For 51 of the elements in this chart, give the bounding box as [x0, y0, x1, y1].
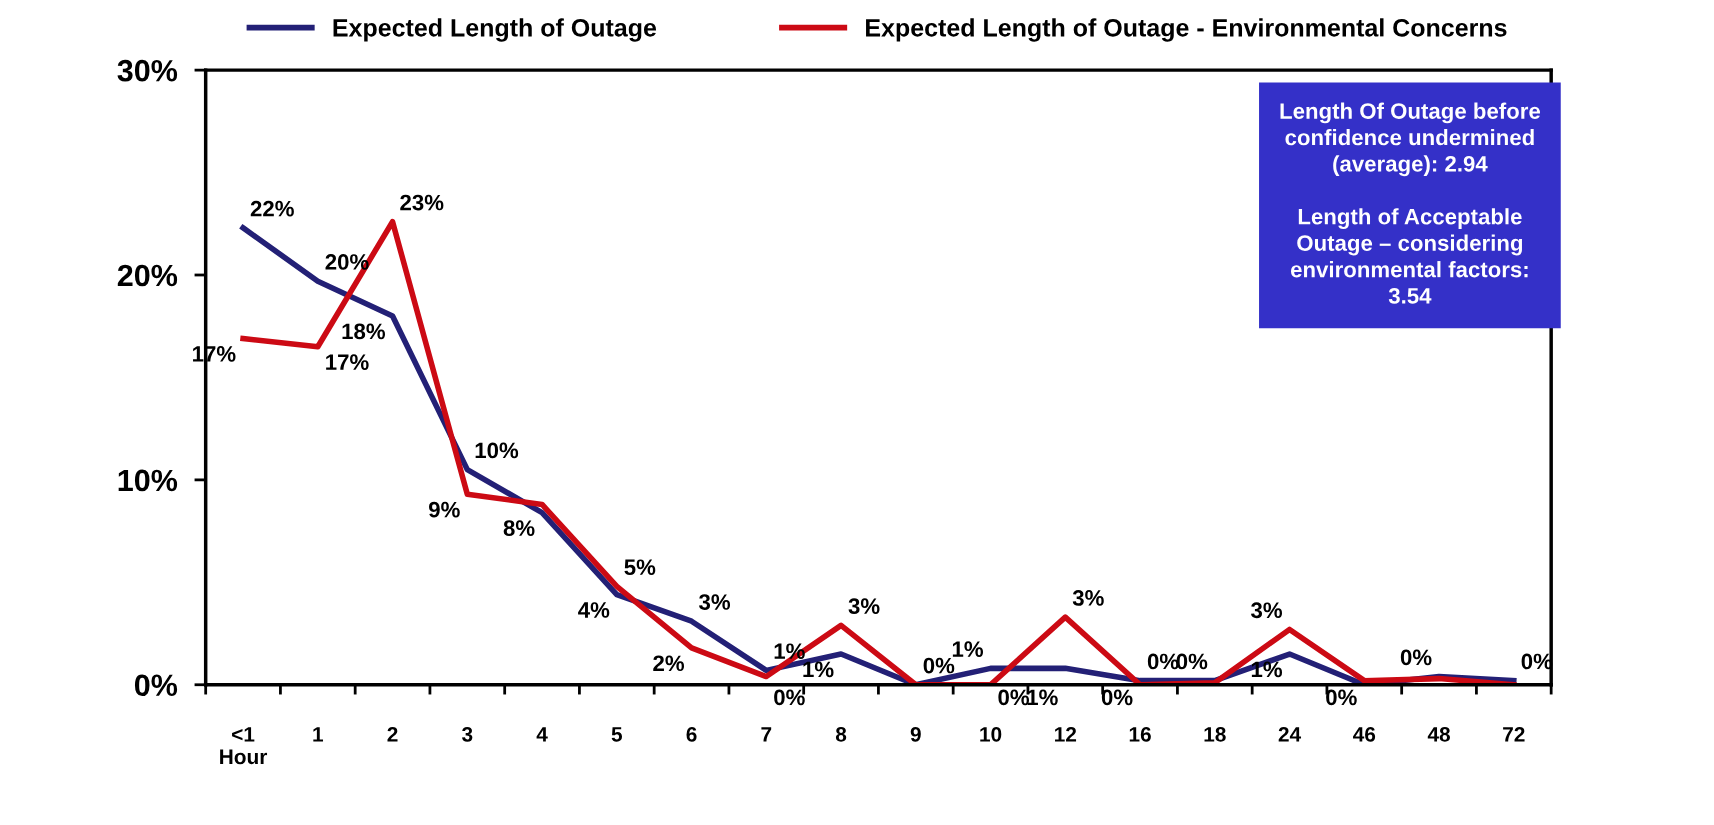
legend-label: Expected Length of Outage: [333, 18, 657, 42]
data-label: 0%: [774, 689, 805, 706]
x-tick-label: 10: [980, 726, 1002, 742]
x-tick-label: 6: [686, 726, 697, 742]
x-tick-label: 8: [835, 726, 847, 742]
data-label: 1%: [1251, 661, 1283, 678]
y-tick-label: 30%: [117, 59, 178, 82]
data-label: 1%: [1027, 689, 1058, 706]
data-label: 4%: [578, 602, 610, 618]
y-tick-label: 20%: [117, 264, 178, 287]
x-tick-label: 5: [611, 727, 623, 742]
x-tick-label: 12: [1055, 726, 1077, 742]
data-label: 0%: [998, 689, 1030, 706]
y-tick-label: 0%: [134, 674, 178, 697]
x-tick-label: 16: [1129, 726, 1151, 742]
data-label: 0%: [1400, 649, 1432, 666]
data-label: 18%: [342, 323, 386, 340]
data-label: 0%: [1101, 689, 1133, 706]
x-tick-label: 24: [1278, 726, 1302, 742]
data-label: 5%: [624, 559, 656, 576]
x-tick-label: 7: [761, 727, 772, 742]
data-label: 2%: [653, 655, 685, 672]
data-label: 0%: [1176, 653, 1208, 670]
legend-label: Expected Length of Outage - Environmental Concerns: [866, 18, 1507, 42]
data-label: 0%: [923, 657, 955, 674]
y-tick-label: 10%: [118, 469, 178, 492]
data-label: 0%: [1147, 653, 1179, 670]
x-tick-label: 72: [1503, 726, 1525, 742]
x-tick-label: 3: [461, 726, 473, 742]
x-tick-label: 48: [1427, 726, 1450, 742]
x-tick-label: 1: [313, 727, 324, 742]
data-label: 8%: [503, 520, 535, 536]
data-label: 22%: [250, 200, 294, 217]
data-label: 10%: [475, 442, 519, 459]
x-tick-label: 46: [1353, 726, 1376, 742]
data-label: 3%: [699, 594, 731, 610]
x-tick-label: 4: [536, 727, 548, 742]
data-label: 3%: [1250, 602, 1283, 619]
data-label: 3%: [1072, 590, 1104, 606]
x-tick-label: 9: [910, 726, 921, 742]
x-tick-label: <1 Hour: [220, 727, 268, 765]
data-label: 3%: [848, 598, 880, 615]
data-label: 1%: [952, 641, 984, 657]
text: Length Of Outage before confidence undermined (average): 2.94 Length of Acceptable Outage – considering environmental factors: 3.54: [1280, 102, 1541, 304]
data-label: 17%: [326, 354, 369, 370]
data-label: 9%: [429, 501, 460, 518]
x-tick-label: 2: [387, 726, 398, 742]
data-label: 0%: [1326, 689, 1357, 706]
data-label: 23%: [400, 194, 444, 211]
x-tick-label: 18: [1204, 726, 1226, 742]
data-label: 1%: [803, 661, 834, 678]
